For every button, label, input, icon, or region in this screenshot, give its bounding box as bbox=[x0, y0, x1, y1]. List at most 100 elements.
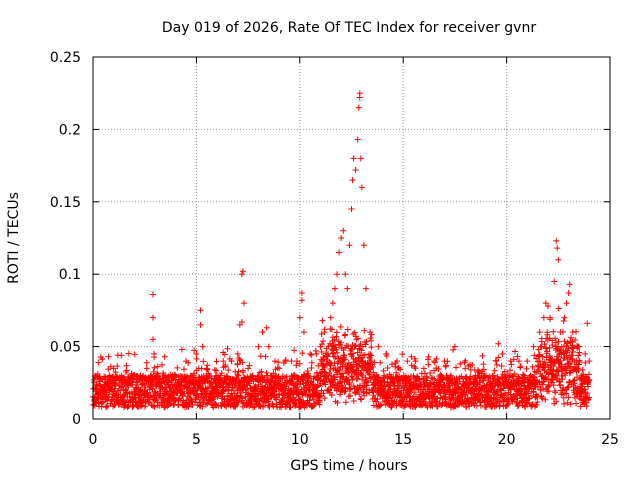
data-point bbox=[111, 385, 118, 392]
data-point bbox=[566, 281, 573, 288]
data-point bbox=[123, 368, 130, 375]
data-point bbox=[288, 358, 295, 365]
data-point bbox=[367, 335, 374, 342]
data-point bbox=[282, 358, 289, 365]
data-point bbox=[334, 349, 341, 356]
data-point bbox=[516, 358, 523, 365]
data-point bbox=[239, 268, 246, 275]
data-point bbox=[586, 394, 593, 401]
data-point bbox=[328, 391, 335, 398]
x-tick-label: 25 bbox=[601, 432, 619, 448]
data-point bbox=[213, 358, 220, 365]
data-point bbox=[567, 401, 574, 408]
data-point bbox=[139, 399, 146, 406]
x-axis-label: GPS time / hours bbox=[290, 458, 407, 474]
data-point bbox=[499, 350, 506, 357]
data-point bbox=[361, 327, 368, 334]
data-point bbox=[480, 366, 487, 373]
data-point bbox=[563, 300, 570, 307]
data-point bbox=[143, 389, 150, 396]
data-point bbox=[150, 368, 157, 375]
data-point bbox=[395, 364, 402, 371]
data-point bbox=[159, 394, 166, 401]
data-point bbox=[507, 358, 514, 365]
data-point bbox=[348, 206, 355, 213]
data-point bbox=[369, 363, 376, 370]
data-point bbox=[408, 362, 415, 369]
data-point bbox=[322, 381, 329, 388]
data-point bbox=[501, 368, 508, 375]
data-point bbox=[324, 353, 331, 360]
data-point bbox=[271, 388, 278, 395]
data-point bbox=[342, 271, 349, 278]
data-point bbox=[504, 401, 511, 408]
data-point bbox=[525, 390, 532, 397]
data-point bbox=[254, 385, 261, 392]
data-point bbox=[382, 383, 389, 390]
data-point bbox=[431, 359, 438, 366]
data-point bbox=[246, 362, 253, 369]
data-point bbox=[151, 350, 158, 357]
data-point bbox=[239, 359, 246, 366]
data-point bbox=[197, 307, 204, 314]
data-point bbox=[287, 404, 294, 411]
data-point bbox=[137, 372, 144, 379]
data-point bbox=[462, 374, 469, 381]
data-point bbox=[569, 348, 576, 355]
data-point bbox=[560, 318, 567, 325]
data-point bbox=[238, 271, 245, 278]
data-point bbox=[553, 237, 560, 244]
data-point bbox=[363, 338, 370, 345]
data-point bbox=[476, 395, 483, 402]
data-point bbox=[265, 343, 272, 350]
data-point bbox=[255, 343, 262, 350]
data-point bbox=[555, 305, 562, 312]
data-point bbox=[330, 373, 337, 380]
data-point bbox=[341, 388, 348, 395]
data-point bbox=[214, 372, 221, 379]
data-point bbox=[367, 329, 374, 336]
data-point bbox=[307, 350, 314, 357]
data-point bbox=[558, 361, 565, 368]
data-point bbox=[412, 358, 419, 365]
data-point bbox=[584, 320, 591, 327]
data-point bbox=[293, 362, 300, 369]
data-point bbox=[143, 365, 150, 372]
data-point bbox=[328, 326, 335, 333]
data-point bbox=[427, 369, 434, 376]
data-point bbox=[199, 403, 206, 410]
data-point bbox=[539, 381, 546, 388]
data-point bbox=[161, 404, 168, 411]
data-point bbox=[360, 384, 367, 391]
data-point bbox=[214, 392, 221, 399]
data-point bbox=[561, 314, 568, 321]
data-point bbox=[350, 398, 357, 405]
data-point bbox=[313, 388, 320, 395]
data-point bbox=[320, 390, 327, 397]
data-point bbox=[347, 345, 354, 352]
data-point bbox=[338, 235, 345, 241]
data-point bbox=[154, 363, 161, 370]
data-point bbox=[356, 90, 363, 97]
data-point bbox=[196, 402, 203, 409]
data-point bbox=[530, 343, 537, 350]
data-point bbox=[239, 397, 246, 404]
data-point bbox=[443, 362, 450, 369]
data-point bbox=[142, 403, 149, 410]
data-point bbox=[553, 398, 560, 405]
data-point bbox=[257, 353, 264, 360]
data-point bbox=[358, 396, 365, 403]
data-point bbox=[298, 290, 305, 297]
data-point bbox=[536, 366, 543, 373]
data-point bbox=[364, 360, 371, 367]
data-point bbox=[298, 297, 305, 304]
data-point bbox=[278, 404, 285, 411]
data-point bbox=[441, 358, 448, 365]
data-point bbox=[149, 291, 156, 298]
grid-lines bbox=[93, 57, 610, 419]
data-point bbox=[351, 329, 358, 336]
data-point bbox=[387, 385, 394, 392]
data-point bbox=[405, 391, 412, 398]
data-point bbox=[574, 374, 581, 381]
data-point bbox=[333, 329, 340, 336]
